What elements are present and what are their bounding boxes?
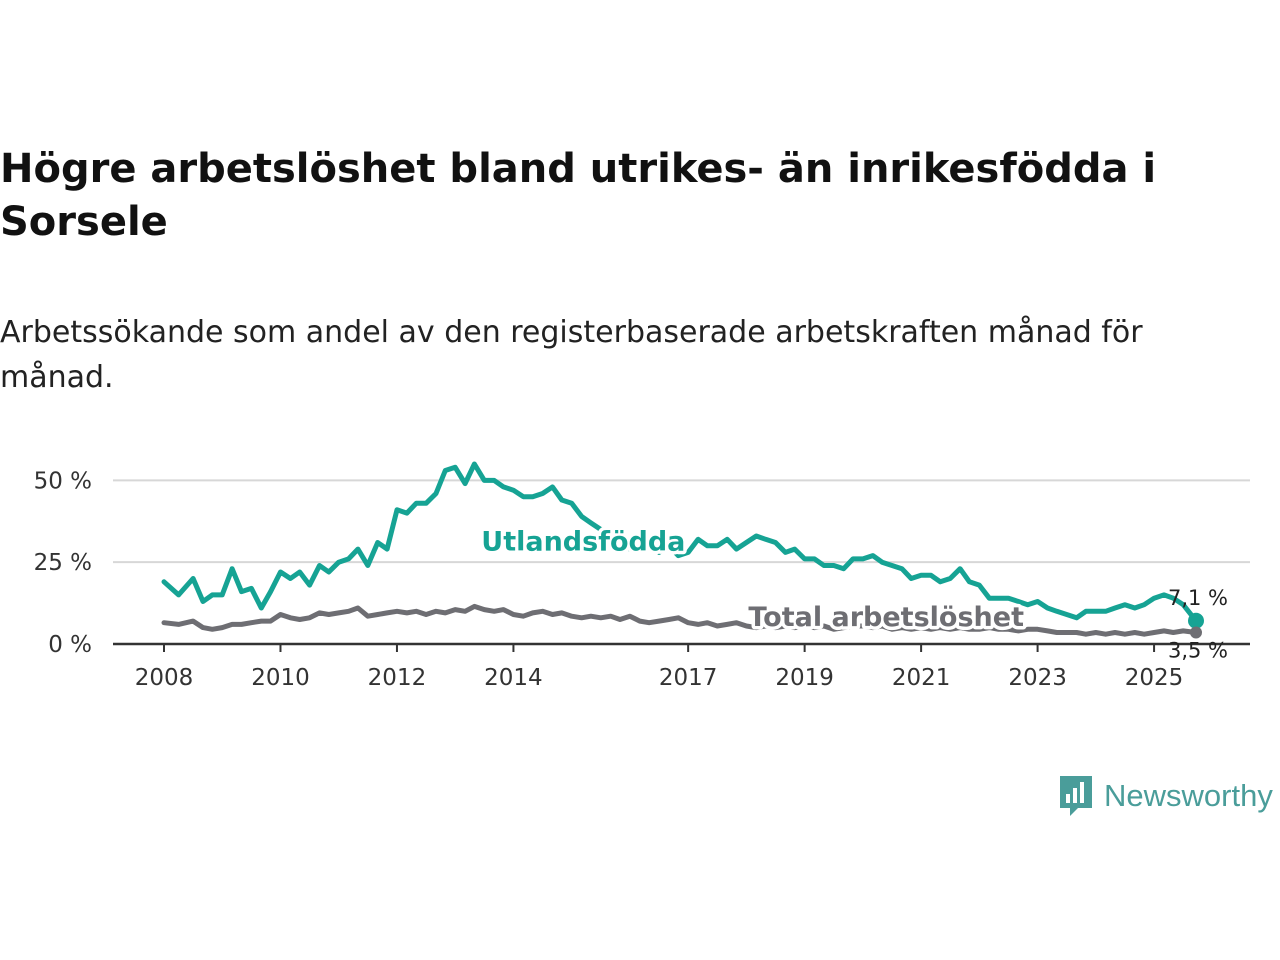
grid-layer [113, 479, 1250, 564]
x-tick-label: 2012 [368, 665, 427, 691]
axis-layer: 0 % 25 % 50 % 2008 2010 2012 2014 2017 2019 2021 2… [34, 468, 1250, 691]
end-point-dot [1188, 612, 1204, 629]
y-tick-label: 25 % [34, 550, 92, 576]
end-value-label: 7,1 % [1168, 586, 1228, 610]
label-layer: 7,1 % 3,5 % Utlandsfödda Total arbetslöshet [478, 523, 1228, 663]
x-tick-label: 2008 [135, 665, 194, 691]
x-tick-label: 2014 [484, 665, 543, 691]
bar-chart-speech-icon [1060, 776, 1092, 816]
series-label: Total arbetslöshet [748, 602, 1024, 633]
chart-subtitle: Arbetssökande som andel av den registerb… [0, 315, 1143, 395]
end-value-label: 3,5 % [1168, 639, 1228, 663]
end-point-dot [1190, 626, 1202, 639]
y-tick-label: 0 % [48, 632, 92, 658]
series-line-utlandsfodda [161, 461, 1199, 624]
brand-logo: Newsworthy [1058, 773, 1273, 819]
x-tick-label: 2023 [1008, 665, 1067, 691]
y-tick-label: 50 % [34, 468, 92, 494]
line-layer [161, 461, 1204, 639]
x-tick-label: 2021 [892, 665, 951, 691]
series-label: Utlandsfödda [481, 527, 685, 558]
x-tick-label: 2025 [1125, 665, 1184, 691]
chart-title: Högre arbetslöshet bland utrikes- än inr… [0, 146, 1157, 245]
x-tick-label: 2010 [251, 665, 310, 691]
x-tick-label: 2019 [775, 665, 834, 691]
brand-name: Newsworthy [1104, 778, 1273, 813]
series-line-total [161, 603, 1199, 637]
x-tick-label: 2017 [659, 665, 718, 691]
